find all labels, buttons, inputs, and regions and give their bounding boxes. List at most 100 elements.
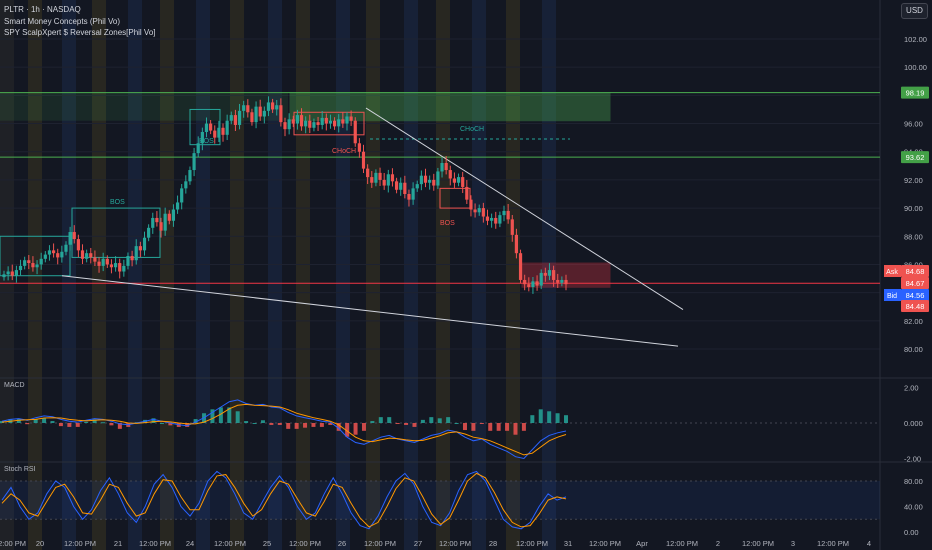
macd-bar bbox=[294, 423, 299, 429]
time-tick-label: 28 bbox=[489, 539, 497, 548]
low-tag-value: 84.48 bbox=[906, 302, 925, 311]
structure-label-choch: CHoCH bbox=[332, 148, 356, 155]
candle bbox=[552, 270, 556, 280]
candle bbox=[105, 258, 109, 265]
session-band bbox=[62, 0, 76, 550]
candle bbox=[43, 254, 47, 259]
macd-bar bbox=[471, 423, 476, 431]
candle bbox=[510, 219, 514, 235]
macd-bar bbox=[547, 411, 552, 423]
candle bbox=[560, 279, 564, 283]
candle bbox=[93, 257, 97, 262]
candle bbox=[134, 246, 138, 261]
macd-bar bbox=[311, 423, 316, 427]
price-tick-label: 92.00 bbox=[904, 176, 923, 185]
candle bbox=[192, 153, 196, 171]
candle bbox=[213, 130, 217, 138]
candle bbox=[254, 106, 258, 123]
candle bbox=[200, 132, 204, 144]
candle bbox=[564, 279, 568, 285]
candle bbox=[419, 175, 423, 185]
structure-label-bos: BOS bbox=[199, 138, 214, 145]
candle bbox=[407, 194, 411, 200]
candle bbox=[155, 217, 159, 223]
candle bbox=[481, 208, 485, 217]
macd-bar bbox=[345, 423, 350, 437]
macd-panel-title: MACD bbox=[4, 382, 25, 389]
symbol-title: PLTR · 1h · NASDAQ bbox=[4, 5, 81, 14]
macd-bar bbox=[387, 417, 392, 423]
macd-histogram bbox=[0, 407, 568, 437]
currency-button[interactable]: USD bbox=[901, 3, 928, 19]
candle bbox=[490, 217, 494, 221]
time-tick-label: 25 bbox=[263, 539, 271, 548]
time-tick-label: 20 bbox=[36, 539, 44, 548]
candle bbox=[10, 271, 14, 276]
candle bbox=[279, 105, 283, 123]
candle bbox=[444, 163, 448, 171]
macd-bar bbox=[513, 423, 518, 435]
macd-bar bbox=[244, 421, 249, 423]
candle bbox=[465, 186, 469, 200]
macd-bar bbox=[496, 423, 501, 431]
candle bbox=[275, 105, 279, 110]
price-tick-label: 82.00 bbox=[904, 317, 923, 326]
candle bbox=[382, 179, 386, 186]
time-tick-label: 12:00 PM bbox=[214, 539, 246, 548]
candle bbox=[308, 120, 312, 128]
candle bbox=[461, 177, 465, 187]
price-tick-label: 86.00 bbox=[904, 260, 923, 269]
candle bbox=[523, 279, 527, 285]
structure-label-bos: BOS bbox=[110, 199, 125, 206]
candle bbox=[122, 265, 126, 272]
macd-bar bbox=[260, 420, 265, 423]
time-tick-label: 12:00 PM bbox=[589, 539, 621, 548]
time-tick-label: 24 bbox=[186, 539, 194, 548]
macd-bar bbox=[227, 407, 232, 423]
candle bbox=[506, 210, 510, 220]
candle bbox=[428, 179, 432, 183]
macd-bar bbox=[437, 418, 442, 423]
candle bbox=[423, 175, 428, 183]
candle bbox=[80, 250, 85, 259]
candle bbox=[118, 263, 122, 272]
macd-bar bbox=[269, 423, 274, 425]
candle bbox=[196, 143, 200, 154]
price-tick-label: 100.00 bbox=[904, 63, 927, 72]
candle bbox=[304, 120, 308, 127]
time-tick-label: 12:00 PM bbox=[0, 539, 26, 548]
session-band bbox=[404, 0, 418, 550]
last-price-tag-bg bbox=[901, 277, 929, 289]
session-band bbox=[196, 0, 210, 550]
stoch-rsi-panel-title: Stoch RSI bbox=[4, 466, 36, 473]
macd-bar bbox=[185, 423, 190, 427]
macd-bar bbox=[328, 423, 333, 425]
candle bbox=[246, 105, 250, 113]
macd-bar bbox=[361, 423, 366, 431]
bos-box bbox=[189, 108, 221, 146]
candle bbox=[332, 120, 337, 127]
candle bbox=[163, 213, 167, 231]
session-band bbox=[0, 0, 14, 550]
macd-bar bbox=[404, 423, 409, 425]
time-tick-label: 26 bbox=[338, 539, 346, 548]
stoch-band bbox=[0, 481, 880, 520]
candle bbox=[399, 182, 403, 190]
candle bbox=[337, 119, 341, 127]
macd-bar bbox=[479, 423, 484, 424]
macd-bar bbox=[462, 423, 467, 431]
macd-bar bbox=[353, 423, 358, 435]
candle bbox=[51, 250, 56, 254]
candle bbox=[27, 260, 31, 264]
stoch-tick-label: 0.00 bbox=[904, 528, 919, 537]
stoch-tick-label: 40.00 bbox=[904, 503, 923, 512]
macd-bar bbox=[218, 407, 223, 423]
candle bbox=[242, 105, 246, 111]
session-band bbox=[92, 0, 106, 550]
candle bbox=[394, 181, 399, 190]
candle bbox=[147, 227, 151, 238]
bos-box bbox=[439, 187, 471, 209]
macd-bar bbox=[235, 411, 240, 423]
stoch-k-line bbox=[1, 470, 567, 530]
